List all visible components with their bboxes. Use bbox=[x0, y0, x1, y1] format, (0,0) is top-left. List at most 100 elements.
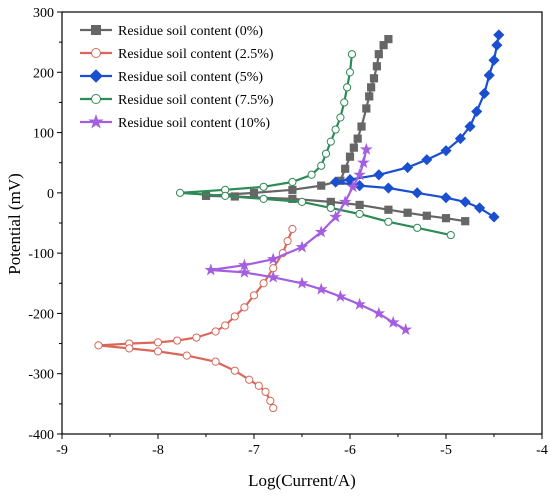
data-point bbox=[230, 312, 239, 321]
data-point bbox=[346, 180, 360, 193]
data-point bbox=[297, 197, 307, 206]
data-point bbox=[464, 120, 476, 133]
data-point bbox=[369, 74, 379, 83]
data-point bbox=[446, 230, 455, 240]
x-tick-label: -6 bbox=[344, 443, 356, 458]
y-tick-label: -200 bbox=[28, 307, 54, 322]
data-point bbox=[373, 169, 385, 181]
legend-label-0: Residue soil content (0%) bbox=[118, 24, 263, 39]
data-point bbox=[349, 143, 358, 152]
legend-label-2: Residue soil content (5%) bbox=[118, 70, 263, 85]
data-point bbox=[245, 375, 254, 384]
data-point bbox=[488, 54, 500, 66]
data-point bbox=[488, 211, 500, 223]
series-line-3 bbox=[179, 54, 452, 237]
data-point bbox=[493, 29, 505, 41]
data-point bbox=[441, 214, 451, 223]
data-point bbox=[399, 323, 412, 336]
data-point bbox=[440, 145, 452, 157]
data-point bbox=[440, 192, 452, 204]
data-point bbox=[192, 333, 201, 342]
data-point bbox=[403, 208, 412, 217]
data-point bbox=[367, 83, 376, 92]
data-point bbox=[341, 164, 350, 173]
data-point bbox=[259, 279, 268, 288]
data-point bbox=[402, 161, 414, 174]
series-line-1 bbox=[97, 228, 294, 409]
data-point bbox=[182, 351, 191, 360]
data-point bbox=[249, 188, 259, 197]
data-point bbox=[204, 263, 218, 276]
series-3 bbox=[175, 50, 455, 240]
legend-marker bbox=[88, 114, 104, 129]
data-point bbox=[331, 125, 340, 134]
data-point bbox=[353, 297, 366, 310]
y-tick-label: 0 bbox=[47, 187, 54, 202]
x-axis-title: Log(Current/A) bbox=[248, 471, 356, 490]
data-point bbox=[355, 209, 364, 219]
data-point bbox=[384, 217, 393, 226]
data-point bbox=[374, 50, 383, 59]
data-point bbox=[125, 344, 134, 353]
data-point bbox=[259, 194, 268, 203]
data-point bbox=[153, 338, 163, 347]
x-tick-label: -8 bbox=[152, 443, 164, 458]
data-point bbox=[238, 265, 251, 278]
data-point bbox=[94, 341, 103, 350]
data-point bbox=[365, 92, 374, 101]
series-2 bbox=[330, 29, 505, 223]
data-point bbox=[344, 174, 356, 186]
data-point bbox=[307, 170, 316, 179]
data-point bbox=[330, 176, 342, 188]
data-point bbox=[326, 137, 335, 146]
data-point bbox=[345, 68, 355, 77]
data-point bbox=[254, 381, 263, 390]
data-point bbox=[471, 105, 483, 118]
y-axis-title: Potential (mV) bbox=[5, 173, 24, 275]
data-point bbox=[386, 315, 400, 328]
y-tick-label: -100 bbox=[28, 247, 54, 262]
data-point bbox=[357, 156, 370, 169]
data-point bbox=[459, 196, 471, 208]
x-tick-label: -9 bbox=[56, 443, 68, 458]
data-point bbox=[379, 41, 388, 50]
data-point bbox=[266, 270, 280, 283]
data-point bbox=[357, 122, 366, 131]
data-point bbox=[153, 347, 163, 356]
series-4 bbox=[204, 142, 412, 336]
data-point bbox=[261, 387, 270, 396]
data-point bbox=[317, 161, 326, 170]
data-point bbox=[474, 202, 486, 214]
y-tick-label: -300 bbox=[28, 368, 54, 383]
data-point bbox=[345, 152, 355, 161]
data-point bbox=[314, 225, 328, 238]
y-tick-label: 100 bbox=[33, 127, 54, 142]
data-point bbox=[173, 336, 182, 345]
data-point bbox=[336, 113, 345, 122]
data-point bbox=[372, 306, 386, 319]
data-point bbox=[211, 357, 220, 366]
data-point bbox=[347, 50, 357, 59]
data-point bbox=[353, 134, 362, 143]
series-0 bbox=[201, 35, 470, 226]
legend-label-1: Residue soil content (2.5%) bbox=[118, 47, 274, 62]
y-tick-label: 300 bbox=[33, 6, 54, 21]
series-1 bbox=[94, 224, 297, 413]
data-point bbox=[413, 223, 422, 232]
data-point bbox=[343, 83, 352, 92]
y-tick-label: -400 bbox=[28, 428, 54, 443]
data-point bbox=[230, 366, 239, 375]
data-point bbox=[326, 203, 335, 213]
data-point bbox=[266, 396, 275, 405]
data-point bbox=[360, 142, 373, 155]
data-point bbox=[338, 195, 352, 208]
data-point bbox=[288, 224, 297, 234]
data-point bbox=[175, 188, 185, 197]
data-point bbox=[288, 185, 297, 194]
data-point bbox=[491, 39, 503, 51]
x-tick-label: -4 bbox=[536, 443, 548, 458]
data-point bbox=[295, 276, 309, 289]
legend-marker bbox=[91, 94, 101, 104]
data-point bbox=[422, 211, 431, 220]
